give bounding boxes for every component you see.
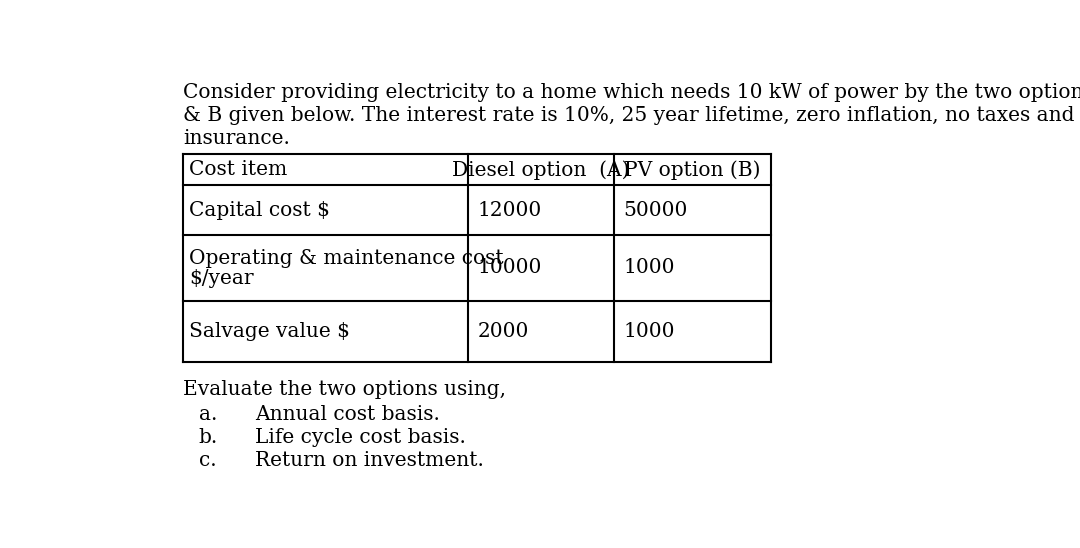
Text: Consider providing electricity to a home which needs 10 kW of power by the two o: Consider providing electricity to a home… xyxy=(183,83,1080,102)
Text: c.: c. xyxy=(199,451,216,470)
Text: 2000: 2000 xyxy=(477,322,529,341)
Text: Evaluate the two options using,: Evaluate the two options using, xyxy=(183,380,507,399)
Text: Operating & maintenance cost: Operating & maintenance cost xyxy=(189,249,504,268)
Text: & B given below. The interest rate is 10%, 25 year lifetime, zero inflation, no : & B given below. The interest rate is 10… xyxy=(183,106,1080,125)
Text: Diesel option  (A): Diesel option (A) xyxy=(453,160,630,180)
Text: Salvage value $: Salvage value $ xyxy=(189,322,350,341)
Text: PV option (B): PV option (B) xyxy=(624,160,760,180)
Text: a.: a. xyxy=(199,404,217,424)
Text: Cost item: Cost item xyxy=(189,160,287,179)
Text: 1000: 1000 xyxy=(623,322,675,341)
Text: 1000: 1000 xyxy=(623,259,675,277)
Text: 50000: 50000 xyxy=(623,201,688,220)
Text: 12000: 12000 xyxy=(477,201,542,220)
Text: 10000: 10000 xyxy=(477,259,542,277)
Text: $/year: $/year xyxy=(189,269,254,288)
Text: Life cycle cost basis.: Life cycle cost basis. xyxy=(255,427,465,447)
Text: Capital cost $: Capital cost $ xyxy=(189,201,330,220)
Text: insurance.: insurance. xyxy=(183,129,289,148)
Text: b.: b. xyxy=(199,427,218,447)
Text: Annual cost basis.: Annual cost basis. xyxy=(255,404,440,424)
Text: Return on investment.: Return on investment. xyxy=(255,451,484,470)
